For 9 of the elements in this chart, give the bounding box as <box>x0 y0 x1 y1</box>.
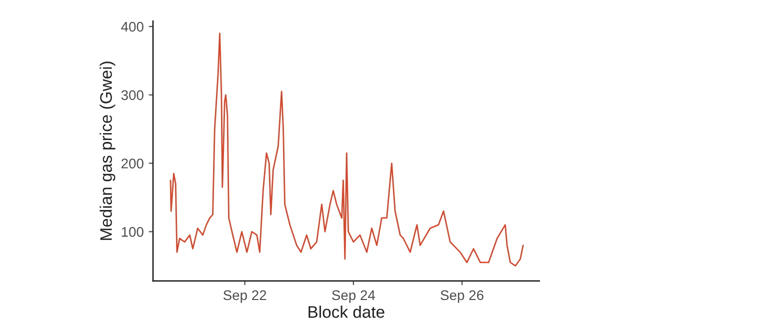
x-tick-label: Sep 22 <box>223 290 266 303</box>
x-tick-label: Sep 26 <box>440 290 484 303</box>
y-tick-label: 300 <box>121 90 144 100</box>
y-axis-title: Median gas price (Gwei) <box>100 62 116 240</box>
x-axis-title: Block date <box>308 306 384 318</box>
y-tick-label: 400 <box>121 22 144 32</box>
y-tick-label: 200 <box>122 158 144 168</box>
y-tick-label: 100 <box>122 226 144 237</box>
x-tick-label: Sep 24 <box>332 290 376 303</box>
